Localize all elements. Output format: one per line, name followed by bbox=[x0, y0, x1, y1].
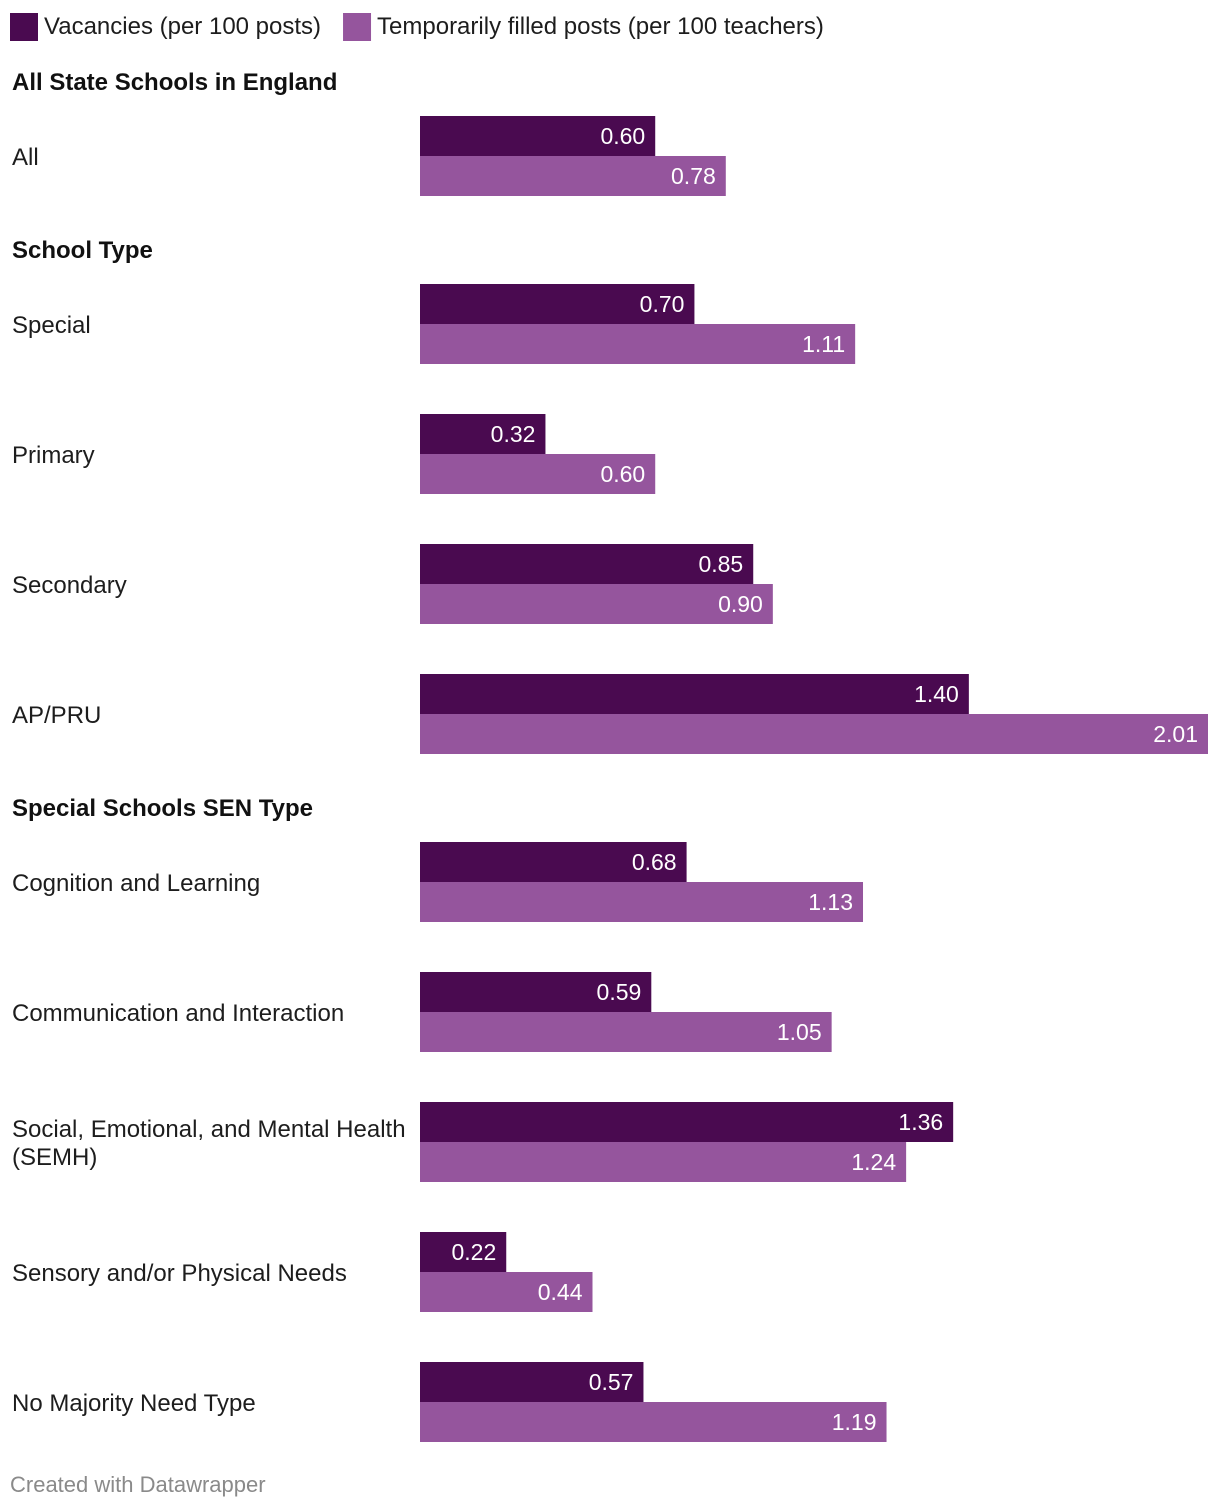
bar-value-label: 1.24 bbox=[851, 1149, 896, 1175]
category-label: AP/PRU bbox=[12, 702, 101, 729]
temporary-bar bbox=[420, 1402, 887, 1442]
vacancies-bar bbox=[420, 1362, 644, 1402]
bar-value-label: 2.01 bbox=[1153, 721, 1198, 747]
temporary-bar bbox=[420, 1142, 907, 1182]
vacancies-bar bbox=[420, 544, 754, 584]
vacancies-bar bbox=[420, 414, 546, 454]
vacancies-bar bbox=[420, 284, 695, 324]
bar-value-label: 1.19 bbox=[832, 1409, 877, 1435]
bar-value-label: 0.85 bbox=[698, 551, 743, 577]
temporary-bar bbox=[420, 1012, 832, 1052]
vacancies-bar bbox=[420, 972, 652, 1012]
temporary-bar bbox=[420, 454, 656, 494]
legend-label-1: Vacancies (per 100 posts) bbox=[44, 13, 321, 40]
vacancies-bar bbox=[420, 1232, 507, 1272]
legend-swatch-1 bbox=[10, 13, 38, 41]
category-label: Communication and Interaction bbox=[12, 1000, 344, 1027]
category-label: Secondary bbox=[12, 572, 127, 599]
category-label: All bbox=[12, 144, 39, 171]
bar-value-label: 0.68 bbox=[632, 849, 677, 875]
bar-value-label: 0.90 bbox=[718, 591, 763, 617]
vacancies-bar bbox=[420, 842, 687, 882]
group-title: Special Schools SEN Type bbox=[12, 795, 313, 822]
temporary-bar bbox=[420, 882, 864, 922]
category-label: (SEMH) bbox=[12, 1144, 97, 1171]
bar-value-label: 0.78 bbox=[671, 163, 716, 189]
vacancies-bar bbox=[420, 1102, 954, 1142]
temporary-bar bbox=[420, 156, 726, 196]
legend-swatch-2 bbox=[343, 13, 372, 41]
temporary-bar bbox=[420, 324, 856, 364]
footer-credit: Created with Datawrapper bbox=[10, 1472, 266, 1497]
group-title: All State Schools in England bbox=[12, 69, 337, 96]
bar-value-label: 0.59 bbox=[597, 979, 642, 1005]
bar-value-label: 0.44 bbox=[538, 1279, 583, 1305]
bar-value-label: 1.40 bbox=[914, 681, 959, 707]
category-label: Sensory and/or Physical Needs bbox=[12, 1260, 347, 1287]
bar-value-label: 0.57 bbox=[589, 1369, 634, 1395]
legend-label-2: Temporarily filled posts (per 100 teache… bbox=[377, 13, 824, 40]
bar-value-label: 1.11 bbox=[802, 331, 845, 357]
vacancies-bar bbox=[420, 674, 969, 714]
temporary-bar bbox=[420, 714, 1208, 754]
group-title: School Type bbox=[12, 237, 153, 264]
temporary-bar bbox=[420, 584, 773, 624]
temporary-bar bbox=[420, 1272, 593, 1312]
bar-value-label: 0.60 bbox=[600, 461, 645, 487]
bar-value-label: 1.05 bbox=[777, 1019, 822, 1045]
bar-value-label: 1.36 bbox=[898, 1109, 943, 1135]
bar-value-label: 0.32 bbox=[491, 421, 536, 447]
bar-value-label: 0.60 bbox=[600, 123, 645, 149]
bar-value-label: 0.22 bbox=[451, 1239, 496, 1265]
category-label: Primary bbox=[12, 442, 95, 469]
bar-value-label: 0.70 bbox=[640, 291, 685, 317]
vacancies-bar bbox=[420, 116, 656, 156]
category-label: No Majority Need Type bbox=[12, 1390, 256, 1417]
category-label: Social, Emotional, and Mental Health bbox=[12, 1116, 406, 1143]
bar-value-label: 1.13 bbox=[808, 889, 853, 915]
category-label: Special bbox=[12, 312, 91, 339]
category-label: Cognition and Learning bbox=[12, 870, 260, 897]
